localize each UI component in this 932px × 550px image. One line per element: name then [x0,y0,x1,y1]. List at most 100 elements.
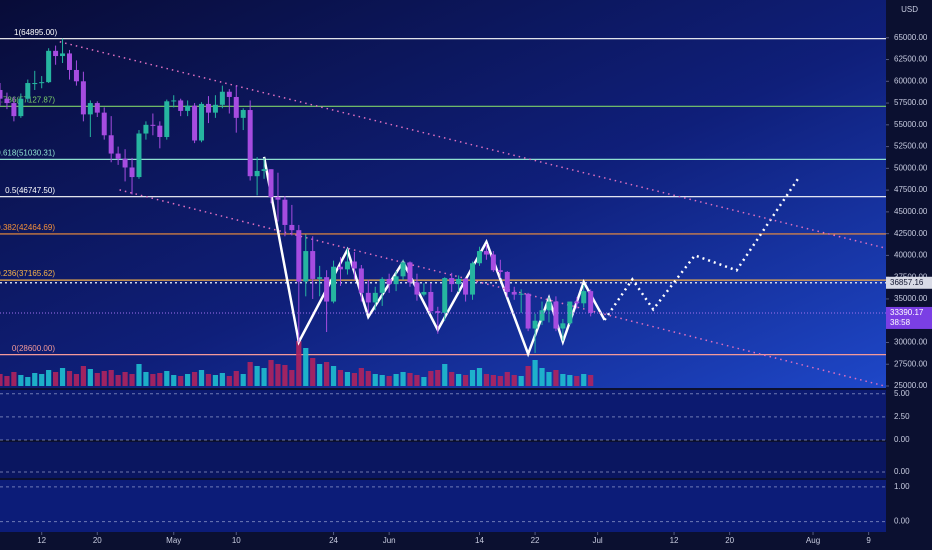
volume-bar [372,374,378,386]
candle-body [60,53,66,57]
y-tick-label: 40000.00 [894,251,928,260]
volume-bar [421,377,427,386]
volume-bar [358,368,364,386]
x-tick-label: May [166,536,181,545]
candle-body [379,278,385,293]
candle-body [233,96,239,118]
volume-bar [511,375,517,386]
candle-body [32,83,38,85]
volume-bar [0,374,3,386]
x-tick-label: 20 [93,536,102,545]
volume-bar [379,375,385,386]
candle-body [574,301,580,304]
candle-body [421,291,427,295]
volume-bar [483,374,490,386]
volume-bar [560,374,566,386]
candle-body [525,293,531,329]
volume-bar [108,370,114,386]
y-tick-label: 52500.00 [894,142,928,151]
volume-bar [268,360,274,386]
volume-bar [310,358,316,386]
x-tick-label: 22 [531,536,540,545]
volume-bar [414,375,420,386]
y-tick-label: 47500.00 [894,185,928,194]
drawing [603,176,801,321]
candle-body [442,278,448,313]
candle-body [351,261,357,269]
candle-body [53,50,59,57]
volume-bar [400,372,406,386]
volume-bar [442,364,448,386]
candle-body [296,230,302,282]
candle-body [46,50,52,83]
candle-body [386,278,392,285]
candle-body [101,112,107,136]
candle-body [219,91,225,105]
volume-bar [198,370,205,386]
candle-body [122,158,128,168]
y-tick-label: 60000.00 [894,76,928,85]
indicator-pane [0,390,886,440]
y-tick-label: 65000.00 [894,33,928,42]
panel-tick-label: 1.00 [894,482,910,491]
candle-body [115,153,121,159]
candle-body [268,169,274,198]
x-tick-label: Jun [383,536,396,545]
candle-body [560,323,566,329]
volume-bar [66,371,73,386]
volume-bar [324,362,330,386]
volume-bar [490,375,496,386]
volume-bar [337,370,344,386]
volume-bar [289,370,295,386]
candle-body [178,100,184,111]
volume-bar [365,371,371,386]
volume-bar [469,370,476,386]
panel-tick-label: 5.00 [894,389,910,398]
volume-bar [157,373,163,386]
volume-bar [115,375,121,386]
volume-bar [136,364,142,386]
fib-label: 0.618(51030.31) [0,148,55,157]
volume-bar [351,373,357,386]
volume-bar [553,370,559,386]
candle-body [456,278,462,285]
y-tick-label: 35000.00 [894,294,928,303]
candle-body [11,103,17,117]
candle-body [365,292,371,303]
y-tick-label: 57500.00 [894,98,928,107]
candle-body [25,83,31,99]
volume-bar [150,374,156,386]
main-pane [0,0,886,388]
candle-body [393,276,399,285]
volume-bar [212,375,219,386]
candle-body [254,170,260,177]
volume-bar [178,376,184,386]
volume-bar [588,375,594,386]
volume-bar [386,376,392,386]
volume-bar [525,366,531,386]
candle-body [331,266,337,302]
indicator-pane [0,480,886,532]
fib-label: 0.5(46747.50) [5,186,55,195]
candle-body [532,320,538,329]
candle-body [212,104,218,113]
volume-bar [546,372,552,386]
candle-body [87,103,93,115]
volume-bar [247,362,253,386]
volume-bar [254,366,260,386]
volume-bar [393,374,399,386]
volume-bar [101,371,107,386]
candle-body [240,110,246,118]
x-tick-label: Jul [592,536,602,545]
candle-body [39,82,45,84]
drawing [262,156,606,358]
candle-body [414,282,420,295]
y-tick-label: 30000.00 [894,338,928,347]
candle-body [199,103,205,141]
candle-body [0,90,3,99]
x-tick-label: Aug [806,536,820,545]
volume-bar [261,368,267,386]
candle-body [344,261,350,270]
candle-body [463,278,469,295]
